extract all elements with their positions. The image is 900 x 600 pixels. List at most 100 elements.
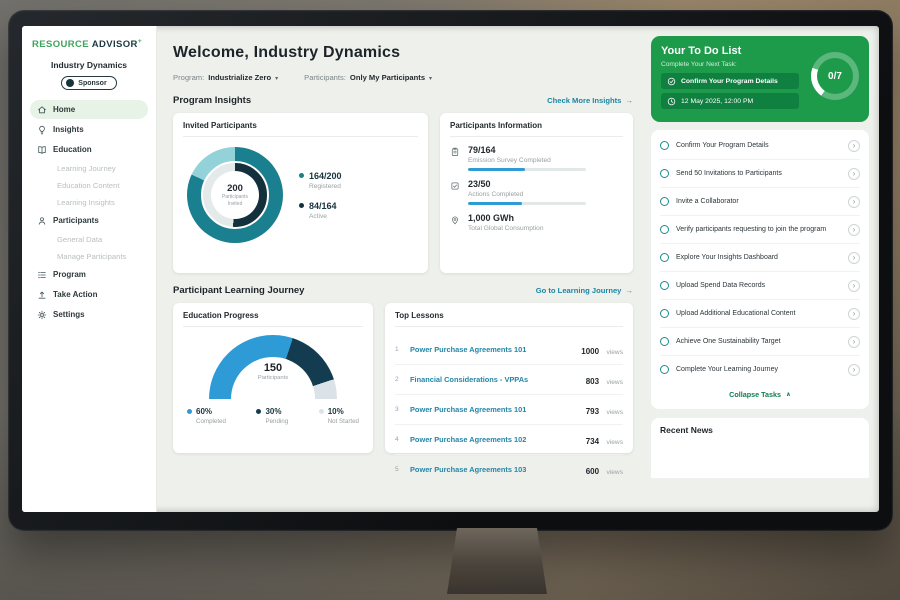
task-checkbox[interactable] [660,309,669,318]
lesson-link[interactable]: Power Purchase Agreements 101 [410,345,527,354]
chevron-right-icon[interactable] [848,279,860,292]
nav-label: Learning Journey [57,163,116,173]
nav-label: Home [53,105,76,115]
task-checkbox[interactable] [660,281,669,290]
progress-fill [468,168,525,171]
sidebar: RESOURCE ADVISOR+ Industry Dynamics Spon… [22,26,157,512]
task-label: Upload Additional Educational Content [676,309,796,317]
lesson-views: 793 views [586,401,623,419]
sidebar-item[interactable]: Learning Journey [30,160,148,176]
lesson-link[interactable]: Financial Considerations - VPPAs [410,375,529,384]
chevron-right-icon[interactable] [848,139,860,152]
sidebar-item[interactable]: Insights [30,120,148,139]
go-to-learning-journey-link[interactable]: Go to Learning Journey [536,286,633,295]
invited-donut-center: 200 Participants Invited [211,171,259,219]
todo-task-row[interactable]: Confirm Your Program Details [660,132,860,160]
sidebar-item[interactable]: Manage Participants [30,248,148,264]
task-checkbox[interactable] [660,337,669,346]
sidebar-item[interactable]: Education Content [30,177,148,193]
invited-center-value: 200 [227,183,243,195]
gauge-legend: 60% Completed 30% Pending [183,401,363,425]
todo-task-row[interactable]: Explore Your Insights Dashboard [660,244,860,272]
chevron-right-icon[interactable] [848,307,860,320]
lesson-views-number: 734 [585,436,600,446]
task-checkbox[interactable] [660,197,669,206]
chevron-right-icon[interactable] [848,167,860,180]
top-lessons-card: Top Lessons 1 Power Purchase Agreements … [385,303,633,476]
legend-value: 30% [265,407,282,416]
todo-subtitle: Complete Your Next Task: [661,61,737,68]
nav-label: General Data [57,234,103,244]
nav-label: Education Content [57,180,120,190]
sidebar-item[interactable]: Education [30,140,148,159]
lesson-link[interactable]: Power Purchase Agreements 102 [410,435,527,444]
check-more-insights-link[interactable]: Check More Insights [547,96,633,105]
logo-primary: RESOURCE [32,39,90,51]
sidebar-item[interactable]: Take Action [30,285,148,304]
chevron-right-icon[interactable] [848,363,860,376]
chevron-right-icon[interactable] [848,223,860,236]
todo-task-row[interactable]: Upload Spend Data Records [660,272,860,300]
learning-journey-title: Participant Learning Journey [173,285,305,296]
stat-label: Actions Completed [468,191,524,198]
collapse-tasks-link[interactable]: Collapse Tasks [660,383,860,407]
task-checkbox[interactable] [660,169,669,178]
lesson-link[interactable]: Power Purchase Agreements 103 [410,465,527,474]
chevron-right-icon[interactable] [848,335,860,348]
todo-task-row[interactable]: Verify participants requesting to join t… [660,216,860,244]
task-label: Achieve One Sustainability Target [676,337,781,345]
legend-label: Pending [265,418,289,425]
gauge-legend-item: 10% Not Started [318,407,359,425]
nav-label: Program [53,270,86,280]
todo-task-row[interactable]: Send 50 Invitations to Participants [660,160,860,188]
nav-icon [37,125,47,135]
todo-task-list-card: Confirm Your Program Details Send 50 Inv… [651,130,869,409]
todo-task-row[interactable]: Complete Your Learning Journey [660,356,860,383]
page-title: Welcome, Industry Dynamics [173,44,401,61]
todo-next-task[interactable]: Confirm Your Program Details [661,73,799,89]
chevron-right-icon[interactable] [848,251,860,264]
lesson-views: 734 views [586,431,623,449]
task-checkbox[interactable] [660,253,669,262]
sidebar-item[interactable]: Home [30,100,148,120]
todo-due-label: 12 May 2025, 12:00 PM [681,97,754,105]
legend-label: Registered [309,182,341,190]
task-checkbox[interactable] [660,225,669,234]
sidebar-item[interactable]: Participants [30,211,148,230]
legend-dot [299,203,304,208]
lesson-link[interactable]: Power Purchase Agreements 101 [410,405,527,414]
chevron-right-icon[interactable] [848,195,860,208]
lesson-views-suffix: views [606,348,624,356]
lesson-rank: 1 [395,346,399,353]
legend-dot [318,409,324,414]
sidebar-item[interactable]: General Data [30,231,148,247]
stat-row: 23/50 Actions Completed [450,179,623,205]
todo-task-row[interactable]: Upload Additional Educational Content [660,300,860,328]
participants-filter[interactable]: Participants: Only My Participants [304,73,432,82]
stat-icon [450,147,460,157]
sidebar-item[interactable]: Settings [30,305,148,324]
todo-next-task-label: Confirm Your Program Details [681,77,778,85]
app-logo: RESOURCE ADVISOR+ [32,38,148,50]
lesson-rank: 5 [395,466,399,473]
check-circle-icon [667,77,676,86]
gauge-legend-item: 60% Completed [187,407,226,425]
nav-label: Manage Participants [57,251,127,261]
task-checkbox[interactable] [660,365,669,374]
lesson-rank: 4 [395,436,399,443]
legend-value: 164/200 [309,170,342,181]
top-lessons-title: Top Lessons [395,311,623,327]
sidebar-item[interactable]: Learning Insights [30,194,148,210]
todo-task-row[interactable]: Achieve One Sustainability Target [660,328,860,356]
todo-progress-ring: 0/7 [811,52,859,100]
sidebar-item[interactable]: Program [30,265,148,284]
stat-value: 79/164 [468,145,496,155]
task-checkbox[interactable] [660,141,669,150]
lesson-views-suffix: views [606,438,624,446]
todo-task-row[interactable]: Invite a Collaborator [660,188,860,216]
program-filter[interactable]: Program: Industrialize Zero [173,73,278,82]
legend-dot [187,409,192,414]
lesson-views-number: 803 [585,376,600,386]
nav-icon [37,105,47,115]
stat-row: 1,000 GWh Total Global Consumption [450,213,623,236]
